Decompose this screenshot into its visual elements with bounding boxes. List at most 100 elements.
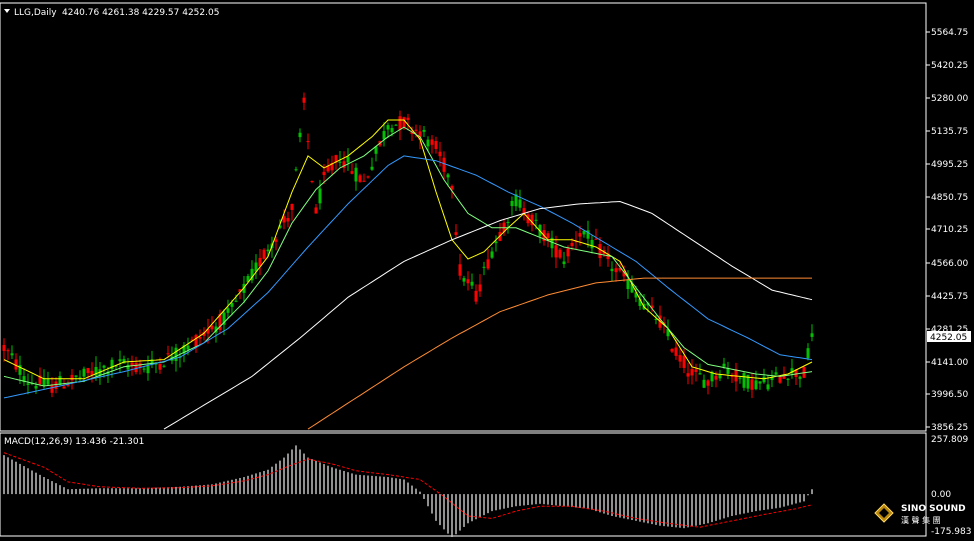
candle-body bbox=[134, 362, 138, 373]
candle-body bbox=[302, 97, 306, 103]
candle-body bbox=[730, 375, 734, 377]
candle-body bbox=[722, 363, 726, 367]
candle-body bbox=[6, 350, 10, 352]
macd-signal-line bbox=[3, 452, 813, 528]
candle-body bbox=[786, 378, 790, 380]
candle-body bbox=[158, 364, 162, 370]
candle-body bbox=[506, 221, 510, 224]
ma-slow-line bbox=[3, 155, 813, 399]
candle-body bbox=[250, 268, 254, 281]
candle-body bbox=[258, 257, 262, 267]
candle-body bbox=[594, 238, 598, 240]
candle-body bbox=[566, 248, 570, 257]
candle-body bbox=[562, 261, 566, 265]
price-tick: 4566.00 bbox=[931, 259, 968, 269]
candle-body bbox=[46, 379, 50, 385]
candle-body bbox=[326, 165, 330, 172]
candle-body bbox=[222, 312, 226, 325]
candle-body bbox=[322, 171, 326, 175]
candle-body bbox=[66, 384, 70, 386]
macd-tick: 0.00 bbox=[931, 490, 951, 500]
candle-body bbox=[22, 376, 26, 383]
candle-body bbox=[338, 161, 342, 163]
candle-body bbox=[278, 225, 282, 228]
candle-body bbox=[726, 368, 730, 374]
candle-body bbox=[778, 375, 782, 383]
candle-body bbox=[674, 347, 678, 356]
candle-body bbox=[558, 249, 562, 258]
candle-body bbox=[282, 216, 286, 223]
candle-body bbox=[214, 326, 218, 333]
price-tick: 4141.00 bbox=[931, 358, 968, 368]
candle-body bbox=[754, 380, 758, 390]
candle-body bbox=[578, 233, 582, 237]
candle-body bbox=[742, 372, 746, 388]
candle-body bbox=[614, 268, 618, 273]
price-tick: 4850.75 bbox=[931, 193, 968, 203]
candle-body bbox=[210, 325, 214, 330]
candle-body bbox=[810, 333, 814, 337]
candle-body bbox=[462, 278, 466, 282]
candle-body bbox=[770, 377, 774, 381]
candle-body bbox=[794, 369, 798, 378]
candle-body bbox=[398, 116, 402, 130]
candle-body bbox=[474, 290, 478, 302]
candle-body bbox=[414, 129, 418, 131]
candle-body bbox=[734, 369, 738, 382]
candle-body bbox=[194, 335, 198, 348]
candle-body bbox=[550, 237, 554, 249]
candle-body bbox=[346, 156, 350, 163]
candle-body bbox=[598, 244, 602, 259]
current-price-badge bbox=[927, 331, 971, 342]
candle-body bbox=[102, 365, 106, 368]
candle-body bbox=[230, 303, 234, 307]
candle-body bbox=[554, 245, 558, 258]
macd-tick: 257.809 bbox=[931, 435, 968, 445]
ohlc-label: 4240.76 4261.38 4229.57 4252.05 bbox=[62, 8, 219, 18]
dropdown-arrow-icon[interactable] bbox=[4, 9, 10, 13]
candle-body bbox=[478, 284, 482, 292]
candle-body bbox=[490, 251, 494, 258]
macd-label: MACD(12,26,9) 13.436 -21.301 bbox=[4, 437, 144, 447]
candle-body bbox=[2, 345, 6, 351]
candle-body bbox=[522, 208, 526, 216]
candle-body bbox=[710, 371, 714, 382]
candle-body bbox=[494, 241, 498, 244]
price-axis: 5564.75 5420.25 5280.00 5135.75 4995.25 … bbox=[931, 28, 968, 433]
candle-body bbox=[714, 375, 718, 380]
candle-body bbox=[374, 146, 378, 154]
candle-body bbox=[394, 124, 398, 126]
ma-longest-line bbox=[307, 277, 812, 430]
candle-body bbox=[318, 188, 322, 204]
candle-body bbox=[90, 370, 94, 376]
candles bbox=[2, 92, 814, 399]
candle-body bbox=[362, 180, 366, 182]
candle-body bbox=[798, 376, 802, 379]
candle-body bbox=[78, 377, 82, 379]
candle-body bbox=[34, 385, 38, 389]
candle-body bbox=[530, 214, 534, 226]
candle-body bbox=[350, 171, 354, 174]
candle-body bbox=[334, 155, 338, 163]
candle-body bbox=[262, 249, 266, 259]
diamond-inner-icon bbox=[879, 508, 889, 518]
candle-body bbox=[42, 378, 46, 386]
candle-body bbox=[142, 368, 146, 370]
candle-body bbox=[570, 242, 574, 246]
macd-histogram bbox=[3, 445, 813, 538]
candle-body bbox=[174, 347, 178, 362]
candle-body bbox=[310, 181, 314, 183]
candle-body bbox=[654, 318, 658, 320]
candle-body bbox=[358, 175, 362, 182]
candle-body bbox=[666, 329, 670, 337]
candle-body bbox=[622, 270, 626, 277]
candle-body bbox=[442, 157, 446, 172]
candle-body bbox=[70, 374, 74, 381]
candle-body bbox=[370, 166, 374, 170]
candle-body bbox=[586, 230, 590, 239]
candle-body bbox=[154, 363, 158, 365]
candle-body bbox=[782, 374, 786, 379]
ma-long-line bbox=[163, 200, 813, 430]
